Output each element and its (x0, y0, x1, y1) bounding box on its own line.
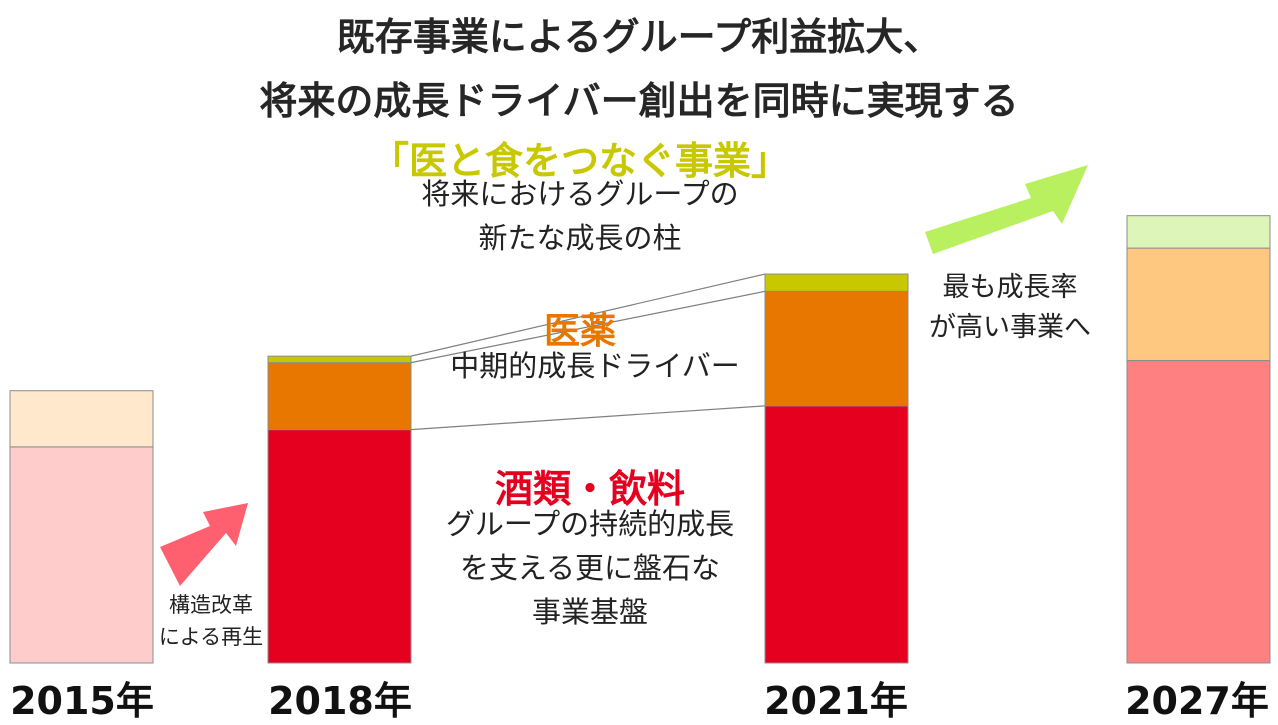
bar-food-medical-3 (764, 273, 909, 292)
bar-beverage-2 (267, 429, 412, 664)
bar-pharma-4 (1126, 247, 1271, 361)
bar-pharma-1 (9, 390, 154, 448)
food-medical-desc-line1: 将来におけるグループの (421, 177, 739, 211)
connector-line-1 (410, 405, 766, 431)
tick-label-2015: 2015年 (10, 679, 154, 723)
beverage-desc-line1: グループの持続的成長 (445, 507, 735, 541)
beverage-desc-line3: 事業基盤 (531, 595, 648, 629)
pharma-title: 医薬 (543, 311, 616, 352)
food-medical-title: 「医と食をつなぐ事業」 (370, 139, 789, 183)
connector-lines (410, 273, 766, 431)
bar-group (9, 215, 1271, 664)
tick-label-2027: 2027年 (1125, 679, 1269, 723)
growth-arrow-icon (925, 165, 1088, 254)
bar-beverage-1 (9, 446, 154, 664)
tick-label-2021: 2021年 (764, 679, 908, 723)
connector-line-3 (410, 273, 766, 357)
growth-label-line1: 最も成長率 (942, 272, 1078, 303)
restructure-label-line1: 構造改革 (169, 593, 253, 617)
restructure-arrow-icon (160, 503, 248, 586)
bar-food-medical-2 (267, 355, 412, 364)
bar-food-medical-4 (1126, 215, 1271, 249)
beverage-title: 酒類・飲料 (494, 467, 685, 511)
pharma-desc: 中期的成長ドライバー (450, 349, 740, 383)
tick-label-2018: 2018年 (268, 679, 412, 723)
chart-title-line2: 将来の成長ドライバー創出を同時に実現する (259, 79, 1019, 123)
chart-title-line1: 既存事業によるグループ利益拡大、 (336, 15, 942, 59)
bar-beverage-3 (764, 405, 909, 664)
connector-line-2 (410, 290, 766, 364)
beverage-desc-line2: を支える更に盤石な (459, 551, 721, 585)
bar-beverage-4 (1126, 359, 1271, 664)
food-medical-desc-line2: 新たな成長の柱 (478, 221, 682, 255)
growth-label-line2: が高い事業へ (929, 312, 1091, 343)
restructure-label-line2: による再生 (158, 625, 264, 649)
bar-pharma-3 (764, 290, 909, 407)
